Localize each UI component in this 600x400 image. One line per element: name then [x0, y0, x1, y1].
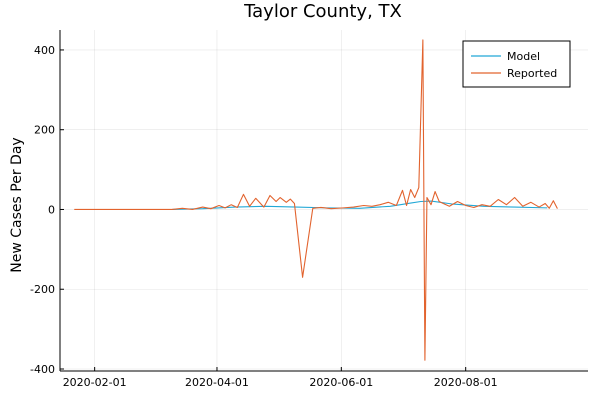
x-tick-label: 2020-08-01	[434, 376, 498, 389]
plot-area: -400 -200 0 200 400 2020-02-01 2020-04-01 2020-…	[30, 30, 588, 389]
y-tick-label: 400	[34, 44, 55, 57]
x-tick-label: 2020-06-01	[309, 376, 373, 389]
legend-label-model: Model	[507, 50, 540, 63]
chart-title: Taylor County, TX	[243, 1, 402, 22]
series-line-model	[172, 200, 548, 211]
legend-label-reported: Reported	[507, 67, 557, 80]
legend-box	[462, 40, 571, 88]
x-tick-label: 2020-02-01	[63, 376, 127, 389]
y-tick-label: -400	[30, 363, 55, 376]
y-axis-label: New Cases Per Day	[9, 137, 25, 272]
y-tick-label: 200	[34, 124, 55, 137]
series-line-reported	[74, 39, 558, 361]
y-tick-label: -200	[30, 283, 55, 296]
x-tick-label: 2020-04-01	[185, 376, 249, 389]
legend: Model Reported	[462, 40, 571, 88]
y-tick-label: 0	[48, 203, 55, 216]
